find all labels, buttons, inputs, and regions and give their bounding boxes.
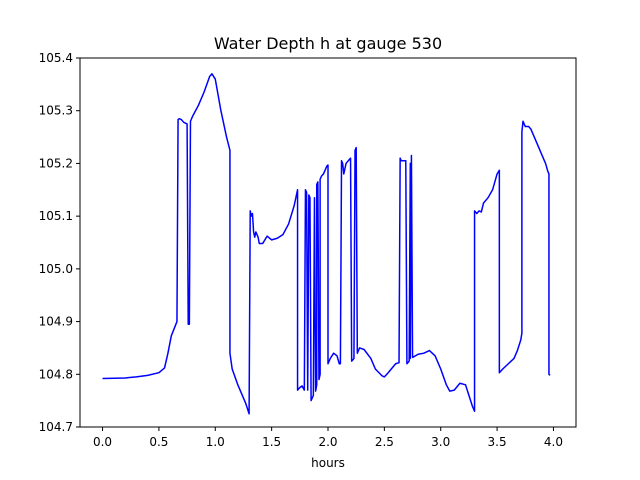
x-axis-label: hours — [311, 456, 345, 470]
x-axis: 0.0 0.5 1.0 1.5 2.0 2.5 3.0 3.5 4.0 — [93, 427, 563, 449]
y-tick-label: 104.7 — [39, 420, 73, 434]
y-tick-label: 105.1 — [39, 209, 73, 223]
x-tick-label: 2.5 — [375, 435, 394, 449]
x-tick-label: 0.5 — [149, 435, 168, 449]
y-tick-label: 105.3 — [39, 104, 73, 118]
x-tick-label: 4.0 — [544, 435, 563, 449]
x-tick-label: 1.5 — [262, 435, 281, 449]
x-tick-label: 3.0 — [431, 435, 450, 449]
series-line — [102, 73, 551, 415]
x-tick-label: 3.5 — [488, 435, 507, 449]
y-tick-label: 105.2 — [39, 156, 73, 170]
x-tick-label: 0.0 — [93, 435, 112, 449]
plot-frame — [79, 57, 577, 428]
y-axis: 104.7 104.8 104.9 105.0 105.1 105.2 105.3 105.4 — [39, 51, 80, 434]
chart-title: Water Depth h at gauge 530 — [214, 34, 442, 53]
y-tick-label: 105.0 — [39, 262, 73, 276]
y-tick-label: 104.8 — [39, 367, 73, 381]
y-tick-label: 104.9 — [39, 315, 73, 329]
x-tick-label: 2.0 — [318, 435, 337, 449]
y-tick-label: 105.4 — [39, 51, 73, 65]
x-tick-label: 1.0 — [206, 435, 225, 449]
